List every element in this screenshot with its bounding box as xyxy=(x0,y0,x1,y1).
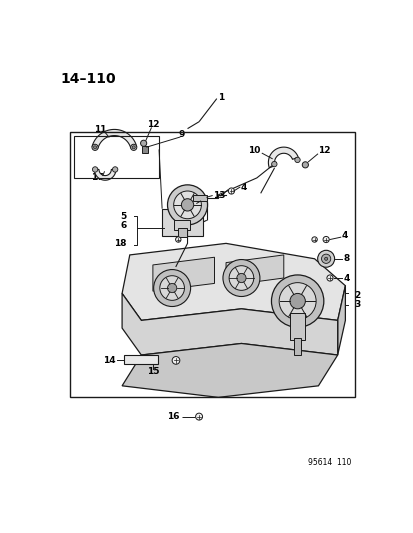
Bar xyxy=(177,228,186,237)
Circle shape xyxy=(140,140,146,147)
Polygon shape xyxy=(152,257,214,291)
Circle shape xyxy=(153,270,190,306)
Circle shape xyxy=(322,237,328,243)
Text: 4: 4 xyxy=(341,231,347,240)
Circle shape xyxy=(92,144,98,150)
Circle shape xyxy=(228,265,253,290)
Circle shape xyxy=(311,237,316,242)
Circle shape xyxy=(294,157,299,163)
Text: 95614  110: 95614 110 xyxy=(307,458,351,467)
Circle shape xyxy=(131,144,136,150)
Circle shape xyxy=(321,254,330,263)
Circle shape xyxy=(167,284,176,293)
Circle shape xyxy=(195,413,202,420)
Circle shape xyxy=(172,357,179,364)
Polygon shape xyxy=(94,169,116,180)
Circle shape xyxy=(223,260,259,296)
Polygon shape xyxy=(225,255,283,286)
Circle shape xyxy=(324,257,327,260)
Circle shape xyxy=(92,167,97,172)
Bar xyxy=(174,220,190,230)
Circle shape xyxy=(112,167,118,172)
Text: 12: 12 xyxy=(146,119,159,128)
Circle shape xyxy=(271,275,323,327)
Polygon shape xyxy=(337,286,344,355)
Text: 2: 2 xyxy=(354,291,360,300)
Circle shape xyxy=(173,191,201,219)
Text: 5: 5 xyxy=(120,212,126,221)
Text: 12: 12 xyxy=(318,147,330,156)
Text: 11: 11 xyxy=(94,125,107,134)
Bar xyxy=(74,135,159,178)
Polygon shape xyxy=(92,130,136,148)
Circle shape xyxy=(132,146,135,149)
Text: 10: 10 xyxy=(248,147,260,156)
Circle shape xyxy=(271,161,276,167)
Circle shape xyxy=(93,146,96,149)
Text: 4: 4 xyxy=(342,273,349,282)
Text: 18: 18 xyxy=(114,239,126,248)
Circle shape xyxy=(289,294,305,309)
Polygon shape xyxy=(122,244,344,320)
Circle shape xyxy=(159,276,184,301)
Bar xyxy=(293,338,301,355)
Text: 15: 15 xyxy=(146,367,159,376)
Bar xyxy=(142,147,148,152)
Text: 6: 6 xyxy=(120,221,126,230)
Text: 8: 8 xyxy=(342,254,349,263)
Text: 14: 14 xyxy=(103,356,116,365)
Circle shape xyxy=(181,199,193,211)
Bar xyxy=(69,132,354,398)
Text: 4: 4 xyxy=(240,183,246,192)
Circle shape xyxy=(301,161,308,168)
Text: 9: 9 xyxy=(178,130,185,139)
Circle shape xyxy=(278,282,316,320)
Text: 14–110: 14–110 xyxy=(60,72,116,86)
Text: 3: 3 xyxy=(354,301,360,310)
Bar xyxy=(192,195,206,201)
Circle shape xyxy=(326,275,332,281)
Circle shape xyxy=(175,237,180,242)
Circle shape xyxy=(236,273,245,282)
Polygon shape xyxy=(122,343,337,398)
Text: 7: 7 xyxy=(199,197,206,206)
Circle shape xyxy=(228,188,234,194)
Text: 16: 16 xyxy=(167,412,179,421)
Text: 13: 13 xyxy=(212,191,225,200)
Polygon shape xyxy=(162,209,202,236)
Polygon shape xyxy=(122,294,337,355)
Circle shape xyxy=(167,185,207,225)
Bar xyxy=(123,355,158,364)
Text: 17: 17 xyxy=(91,173,104,182)
Bar xyxy=(289,313,305,340)
Polygon shape xyxy=(268,147,297,168)
Circle shape xyxy=(317,251,334,267)
Text: 1: 1 xyxy=(218,93,224,102)
